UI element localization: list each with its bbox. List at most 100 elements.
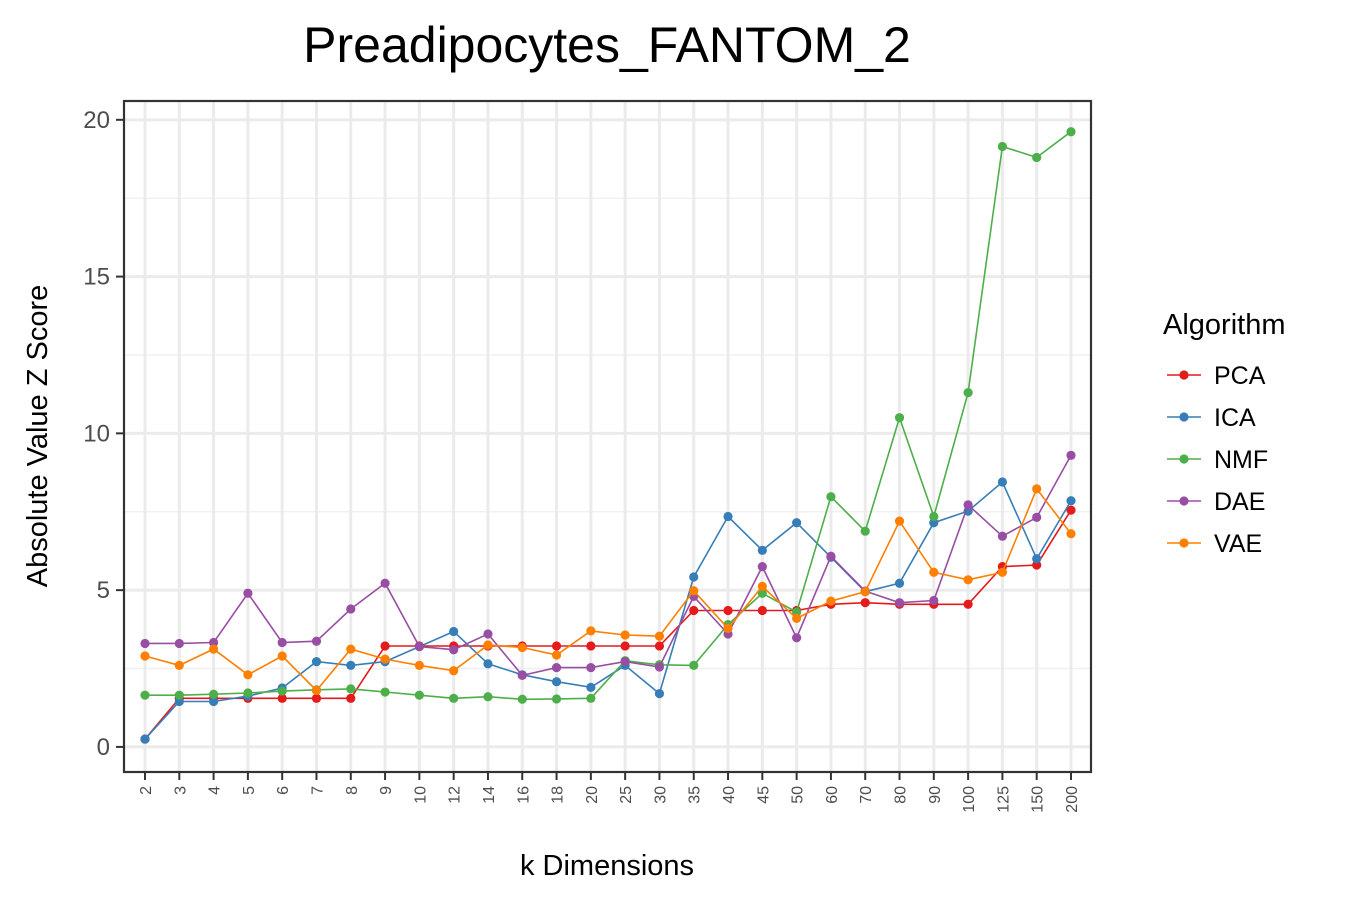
data-point-ica bbox=[346, 660, 356, 670]
data-point-vae bbox=[311, 685, 322, 696]
data-point-nmf bbox=[483, 692, 493, 702]
data-point-pca bbox=[723, 605, 733, 616]
x-tick-label: 70 bbox=[858, 786, 875, 804]
legend-item-vae: VAE bbox=[1167, 530, 1262, 558]
y-tick-label: 15 bbox=[83, 264, 110, 291]
data-point-vae bbox=[346, 644, 356, 654]
data-point-pca bbox=[1066, 505, 1076, 515]
x-tick-label: 6 bbox=[275, 786, 292, 795]
data-point-ica bbox=[792, 518, 802, 528]
x-tick-label: 2 bbox=[138, 786, 155, 795]
data-point-nmf bbox=[1032, 152, 1042, 163]
data-point-nmf bbox=[414, 690, 424, 700]
data-point-vae bbox=[449, 666, 459, 676]
data-point-ica bbox=[483, 659, 493, 669]
data-point-nmf bbox=[346, 684, 356, 694]
data-point-ica bbox=[208, 696, 219, 707]
series-layer bbox=[140, 127, 1076, 744]
y-tick-label: 20 bbox=[83, 107, 110, 134]
data-point-pca bbox=[757, 605, 767, 616]
data-point-nmf bbox=[929, 511, 939, 522]
data-point-nmf bbox=[826, 492, 836, 502]
data-point-ica bbox=[689, 572, 699, 582]
x-axis-title: k Dimensions bbox=[520, 850, 694, 882]
legend-label: ICA bbox=[1214, 404, 1256, 432]
data-point-vae bbox=[483, 640, 493, 650]
x-tick-label: 60 bbox=[824, 786, 841, 804]
data-point-pca bbox=[586, 641, 596, 651]
x-tick-label: 150 bbox=[1030, 786, 1047, 813]
data-point-vae bbox=[894, 516, 905, 526]
legend-item-ica: ICA bbox=[1167, 404, 1256, 432]
data-point-vae bbox=[586, 626, 596, 636]
data-point-vae bbox=[997, 567, 1008, 577]
data-point-dae bbox=[929, 595, 939, 606]
data-point-nmf bbox=[208, 689, 219, 699]
data-point-vae bbox=[208, 644, 219, 654]
series-line-pca bbox=[144, 509, 1072, 740]
series-line-nmf bbox=[145, 131, 1072, 701]
data-point-ica bbox=[894, 578, 905, 588]
data-point-nmf bbox=[449, 693, 459, 703]
legend: Algorithm PCA ICA NMF DAE VAE bbox=[1163, 309, 1286, 558]
data-point-vae bbox=[963, 575, 973, 585]
data-point-vae bbox=[551, 650, 562, 660]
data-point-vae bbox=[243, 670, 253, 680]
series-line-vae bbox=[144, 487, 1072, 692]
x-tick-label: 12 bbox=[447, 786, 464, 804]
legend-title: Algorithm bbox=[1163, 309, 1286, 341]
data-point-dae bbox=[277, 637, 287, 648]
data-point-ica bbox=[551, 677, 562, 687]
data-point-dae bbox=[243, 588, 253, 598]
data-point-dae bbox=[551, 662, 562, 673]
chart-title: Preadipocytes_FANTOM_2 bbox=[303, 17, 911, 73]
data-point-dae bbox=[826, 551, 836, 561]
data-point-nmf bbox=[380, 687, 390, 697]
x-tick-label: 50 bbox=[790, 786, 807, 804]
data-point-vae bbox=[689, 586, 699, 596]
data-point-vae bbox=[860, 587, 870, 597]
data-point-nmf bbox=[517, 694, 527, 704]
y-tick-label: 10 bbox=[83, 420, 110, 447]
data-point-dae bbox=[140, 638, 150, 649]
data-point-dae bbox=[586, 662, 596, 673]
data-point-nmf bbox=[277, 686, 287, 696]
data-point-vae bbox=[620, 630, 630, 640]
data-point-dae bbox=[346, 604, 356, 614]
y-tick-label: 0 bbox=[97, 734, 110, 761]
data-point-pca bbox=[277, 693, 287, 703]
data-point-ica bbox=[997, 477, 1008, 487]
data-point-vae bbox=[1066, 529, 1076, 539]
data-point-dae bbox=[1032, 512, 1042, 522]
data-point-dae bbox=[894, 598, 905, 608]
x-tick-label: 35 bbox=[687, 786, 704, 804]
data-point-ica bbox=[1066, 496, 1076, 506]
data-point-pca bbox=[860, 598, 870, 608]
data-point-ica bbox=[1032, 554, 1042, 564]
series-nmf bbox=[140, 127, 1076, 704]
x-tick-label: 80 bbox=[893, 786, 910, 804]
data-point-dae bbox=[792, 633, 802, 643]
x-tick-label: 100 bbox=[961, 786, 978, 813]
data-point-nmf bbox=[174, 690, 184, 700]
x-tick-label: 90 bbox=[927, 786, 944, 804]
data-point-ica bbox=[140, 734, 150, 744]
legend-label: PCA bbox=[1214, 362, 1266, 390]
data-point-dae bbox=[963, 500, 973, 510]
data-point-vae bbox=[723, 623, 733, 633]
legend-key-point bbox=[1179, 454, 1189, 464]
data-point-vae bbox=[517, 642, 527, 653]
x-tick-label: 125 bbox=[995, 786, 1012, 813]
series-line-ica bbox=[144, 480, 1072, 740]
data-point-nmf bbox=[586, 693, 596, 703]
data-point-ica bbox=[586, 682, 596, 692]
data-point-ica bbox=[449, 626, 459, 637]
data-point-pca bbox=[963, 599, 973, 609]
data-point-vae bbox=[414, 660, 424, 670]
data-point-vae bbox=[929, 567, 939, 577]
data-point-dae bbox=[174, 638, 184, 649]
plot-background bbox=[124, 101, 1091, 772]
legend-key-point bbox=[1179, 370, 1189, 380]
data-point-nmf bbox=[860, 526, 870, 536]
data-point-vae bbox=[140, 651, 150, 661]
